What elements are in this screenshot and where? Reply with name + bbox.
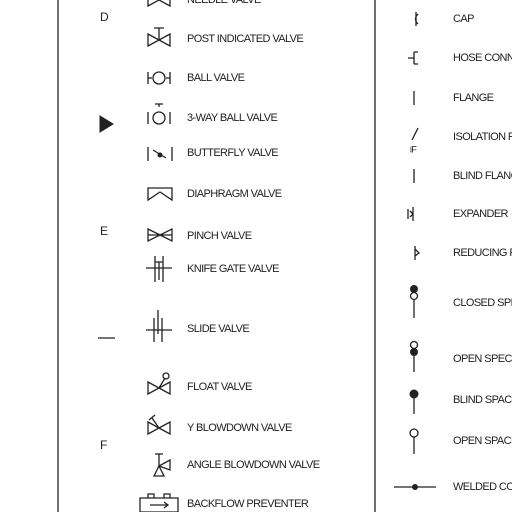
symbol-annotation: iF xyxy=(410,144,417,154)
expander-symbol xyxy=(407,207,414,221)
slide-valve-symbol xyxy=(146,310,172,342)
right-item-label: BLIND FLANG xyxy=(453,170,512,182)
isolation-flange-symbol xyxy=(411,127,419,141)
closed-spectacle-symbol xyxy=(410,285,418,293)
reducing-flange-symbol xyxy=(414,246,420,260)
right-item-label: REDUCING F xyxy=(453,247,512,259)
cap-symbol xyxy=(414,12,419,26)
border-letter: D xyxy=(100,10,109,24)
frame xyxy=(57,0,376,512)
center-arrow xyxy=(99,115,114,133)
right-symbols: iF xyxy=(394,12,436,490)
left-item-label: KNIFE GATE VALVE xyxy=(187,263,279,275)
border-letter: F xyxy=(100,438,107,452)
open-spectacle-symbol xyxy=(410,348,418,356)
right-item-label: FLANGE xyxy=(453,92,494,104)
left-item-label: ANGLE BLOWDOWN VALVE xyxy=(187,459,320,471)
diaphragm-valve-symbol xyxy=(147,187,173,202)
backflow-preventer-symbol xyxy=(139,493,179,512)
open-spacer-symbol xyxy=(409,428,419,438)
left-item-label: FLOAT VALVE xyxy=(187,381,252,393)
left-item-label: BUTTERFLY VALVE xyxy=(187,147,278,159)
three-way-valve-symbol xyxy=(147,103,171,124)
three-way-valve-symbol xyxy=(152,111,166,125)
welded-connection-symbol xyxy=(412,484,418,490)
right-item-label: ISOLATION F xyxy=(453,131,512,143)
float-valve-symbol xyxy=(162,372,170,380)
left-item-label: Y BLOWDOWN VALVE xyxy=(187,422,292,434)
butterfly-valve-symbol xyxy=(157,152,163,158)
hose-connection-symbol xyxy=(408,51,418,65)
left-symbols xyxy=(139,0,179,512)
left-item-label: 3-WAY BALL VALVE xyxy=(187,112,278,124)
needle-valve-symbol xyxy=(147,0,171,8)
right-item-label: HOSE CONN xyxy=(453,52,512,64)
float-valve-symbol xyxy=(147,377,171,396)
left-item-label: SLIDE VALVE xyxy=(187,323,249,335)
right-item-label: BLIND SPAC xyxy=(453,394,512,406)
y-blowdown-valve-symbol xyxy=(147,414,171,436)
closed-spectacle-symbol xyxy=(409,291,419,301)
left-item-label: DIAPHRAGM VALVE xyxy=(187,188,282,200)
right-item-label: OPEN SPECT xyxy=(453,353,512,365)
right-item-label: CLOSED SPE xyxy=(453,297,512,309)
pinch-valve-symbol xyxy=(147,227,173,243)
left-item-label: BACKFLOW PREVENTER xyxy=(187,498,309,510)
ball-valve-symbol xyxy=(152,71,166,85)
right-item-label: WELDED CO xyxy=(453,481,512,493)
left-item-label: NEEDLE VALVE xyxy=(187,0,261,6)
right-item-label: OPEN SPACE xyxy=(453,435,512,447)
right-item-label: EXPANDER xyxy=(453,208,509,220)
border-letter: E xyxy=(100,224,108,238)
angle-blowdown-valve-symbol xyxy=(152,453,171,477)
open-spectacle-symbol xyxy=(409,340,419,350)
left-item-label: BALL VALVE xyxy=(187,72,245,84)
right-item-label: CAP xyxy=(453,13,474,25)
left-item-label: PINCH VALVE xyxy=(187,230,252,242)
ball-valve-symbol xyxy=(147,72,171,84)
left-item-label: POST INDICATED VALVE xyxy=(187,33,303,45)
blind-spacer-symbol xyxy=(409,389,419,399)
post-indicated-valve-symbol xyxy=(147,27,171,48)
knife-gate-valve-symbol xyxy=(146,256,172,282)
